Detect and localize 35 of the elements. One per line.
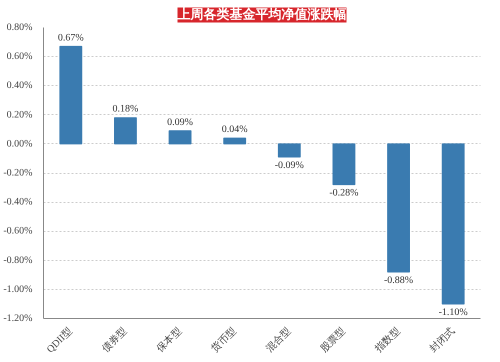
x-tick-label: 封闭式: [427, 324, 458, 355]
bar: [168, 130, 192, 144]
bar: [387, 143, 410, 272]
y-tick-label: 0.40%: [6, 80, 33, 92]
y-tick-label: 0.20%: [6, 109, 33, 120]
x-tick-label: 债券型: [100, 324, 130, 355]
x-tick-label: 指数型: [372, 324, 402, 356]
bar: [223, 138, 246, 144]
bar: [332, 143, 356, 186]
bar: [114, 117, 137, 144]
data-label: -0.28%: [329, 188, 359, 199]
bar: [59, 46, 82, 144]
y-tick-label: -1.00%: [3, 284, 33, 295]
data-label: 0.09%: [167, 116, 193, 128]
chart-title: 上周各类基金平均净值涨跌幅: [176, 8, 346, 22]
y-tick-label: 0.00%: [6, 138, 33, 150]
x-tick-label: 保本型: [154, 324, 184, 355]
x-tick-label: 混合型: [264, 324, 294, 355]
y-tick-label: -0.80%: [3, 254, 33, 266]
x-tick-label: 货币型: [208, 324, 239, 355]
data-label: -0.09%: [274, 160, 304, 171]
bar: [278, 143, 301, 158]
y-tick-label: -0.40%: [3, 196, 33, 208]
y-tick-label: -0.20%: [3, 168, 33, 178]
y-tick-label: -0.60%: [3, 226, 33, 237]
data-label: -1.10%: [438, 306, 468, 318]
x-tick-label: 股票型: [318, 324, 348, 355]
bar: [442, 143, 465, 304]
y-tick-label: 0.60%: [6, 51, 33, 62]
y-tick-label: 0.80%: [6, 22, 33, 33]
y-tick-label: -1.20%: [3, 313, 33, 324]
data-label: 0.04%: [222, 124, 248, 136]
data-label: 0.18%: [112, 104, 138, 115]
data-label: 0.67%: [58, 32, 84, 44]
data-label: -0.88%: [384, 274, 414, 286]
